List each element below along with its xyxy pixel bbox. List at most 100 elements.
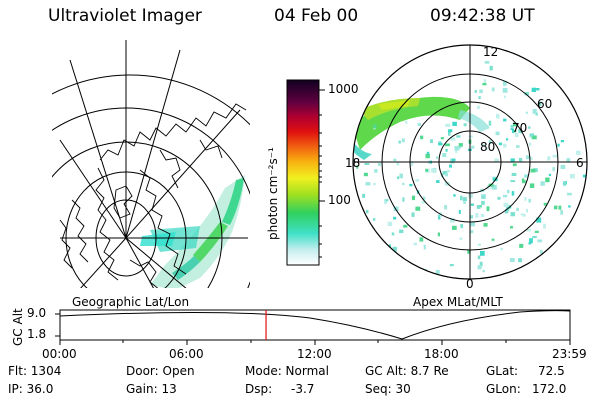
emission-dot bbox=[469, 230, 474, 234]
emission-dot bbox=[452, 225, 457, 230]
emission-dot bbox=[519, 131, 523, 134]
emission-dot bbox=[449, 164, 452, 168]
emission-dot bbox=[552, 167, 555, 172]
emission-dot bbox=[449, 264, 454, 267]
emission-dot bbox=[468, 135, 473, 138]
emission-dot bbox=[364, 163, 370, 165]
timeline-ylabel: GC Alt bbox=[11, 308, 25, 346]
geo-aurora-emission bbox=[140, 175, 245, 288]
emission-dot bbox=[516, 145, 520, 148]
emission-dot bbox=[459, 237, 463, 240]
emission-dot bbox=[477, 255, 481, 260]
emission-dot bbox=[442, 170, 448, 175]
emission-dot bbox=[488, 139, 492, 145]
emission-dot bbox=[483, 223, 488, 227]
emission-dot bbox=[485, 147, 488, 150]
emission-dot bbox=[458, 143, 463, 147]
emission-dot bbox=[504, 95, 506, 99]
emission-dot bbox=[399, 229, 404, 234]
polar-map bbox=[352, 44, 588, 280]
emission-dot bbox=[524, 92, 529, 96]
emission-dot bbox=[552, 154, 558, 158]
emission-dot bbox=[554, 205, 558, 210]
polar-lat-80: 80 bbox=[480, 140, 496, 154]
emission-dot bbox=[525, 155, 530, 160]
emission-dot bbox=[450, 137, 456, 141]
emission-dot bbox=[482, 82, 487, 86]
emission-dot bbox=[529, 133, 535, 137]
info-gc-alt: GC Alt: 8.7 Re bbox=[365, 364, 449, 378]
emission-dot bbox=[425, 153, 430, 159]
emission-dot bbox=[426, 151, 430, 155]
emission-dot bbox=[372, 218, 376, 221]
emission-dot bbox=[365, 210, 369, 214]
info-glon: GLon: bbox=[486, 382, 521, 396]
emission-dot bbox=[510, 158, 515, 163]
emission-dot bbox=[568, 205, 571, 208]
emission-dot bbox=[481, 200, 485, 205]
emission-dot bbox=[492, 184, 497, 190]
info-mode: Mode: Normal bbox=[245, 364, 329, 378]
emission-dot bbox=[446, 169, 450, 173]
emission-dot bbox=[503, 80, 507, 86]
emission-dot bbox=[442, 153, 447, 158]
emission-dot bbox=[455, 149, 458, 153]
geographic-map bbox=[52, 40, 250, 288]
emission-dot bbox=[500, 247, 504, 251]
emission-dot bbox=[436, 180, 440, 183]
emission-dot bbox=[514, 132, 519, 137]
emission-dot bbox=[460, 223, 464, 229]
emission-dot bbox=[454, 146, 460, 151]
polar-hour-18: 18 bbox=[345, 156, 361, 170]
emission-dot bbox=[387, 221, 392, 227]
emission-dot bbox=[507, 189, 510, 194]
emission-dot bbox=[401, 138, 405, 143]
emission-dot bbox=[483, 79, 487, 83]
emission-dot bbox=[529, 183, 535, 188]
emission-dot bbox=[444, 182, 450, 186]
emission-dot bbox=[531, 135, 537, 140]
emission-dot bbox=[470, 203, 474, 206]
emission-dot bbox=[529, 238, 533, 244]
emission-dot bbox=[480, 214, 485, 217]
emission-dot bbox=[438, 214, 441, 220]
emission-dot bbox=[533, 168, 538, 172]
emission-dot bbox=[535, 88, 540, 91]
time-label: 09:42:38 UT bbox=[430, 6, 535, 26]
emission-dot bbox=[538, 101, 542, 106]
emission-dot bbox=[503, 202, 509, 207]
emission-dot bbox=[534, 230, 539, 233]
emission-dot bbox=[431, 168, 436, 173]
emission-dot bbox=[548, 173, 552, 177]
info-glon-value: 172.0 bbox=[532, 382, 567, 396]
emission-dot bbox=[514, 130, 517, 133]
emission-dot bbox=[373, 183, 376, 186]
colorbar bbox=[286, 79, 320, 266]
emission-dot bbox=[452, 121, 457, 126]
emission-dot bbox=[547, 156, 551, 161]
emission-dot bbox=[484, 61, 490, 64]
emission-dot bbox=[537, 239, 543, 243]
emission-dot bbox=[469, 215, 473, 218]
info-dsp-value: -3.7 bbox=[291, 382, 315, 396]
emission-dot bbox=[477, 105, 480, 110]
timeline-ytick-bottom: 1.8 bbox=[27, 327, 47, 341]
emission-dot bbox=[509, 258, 515, 263]
emission-dot bbox=[479, 261, 483, 267]
emission-dot bbox=[363, 172, 368, 177]
emission-dot bbox=[435, 156, 439, 159]
emission-dot bbox=[512, 122, 518, 127]
emission-dot bbox=[447, 129, 453, 133]
emission-dot bbox=[530, 156, 533, 161]
emission-dot bbox=[462, 197, 467, 202]
emission-dot bbox=[512, 163, 517, 167]
polar-hour-0: 0 bbox=[466, 277, 474, 291]
polar-lat-60: 60 bbox=[537, 97, 553, 111]
instrument-title: Ultraviolet Imager bbox=[48, 6, 202, 26]
emission-dot bbox=[558, 205, 562, 210]
emission-dot bbox=[488, 120, 492, 126]
emission-dot bbox=[402, 197, 405, 202]
emission-dot bbox=[511, 191, 515, 196]
emission-dot bbox=[526, 208, 529, 213]
emission-dot bbox=[471, 145, 475, 149]
